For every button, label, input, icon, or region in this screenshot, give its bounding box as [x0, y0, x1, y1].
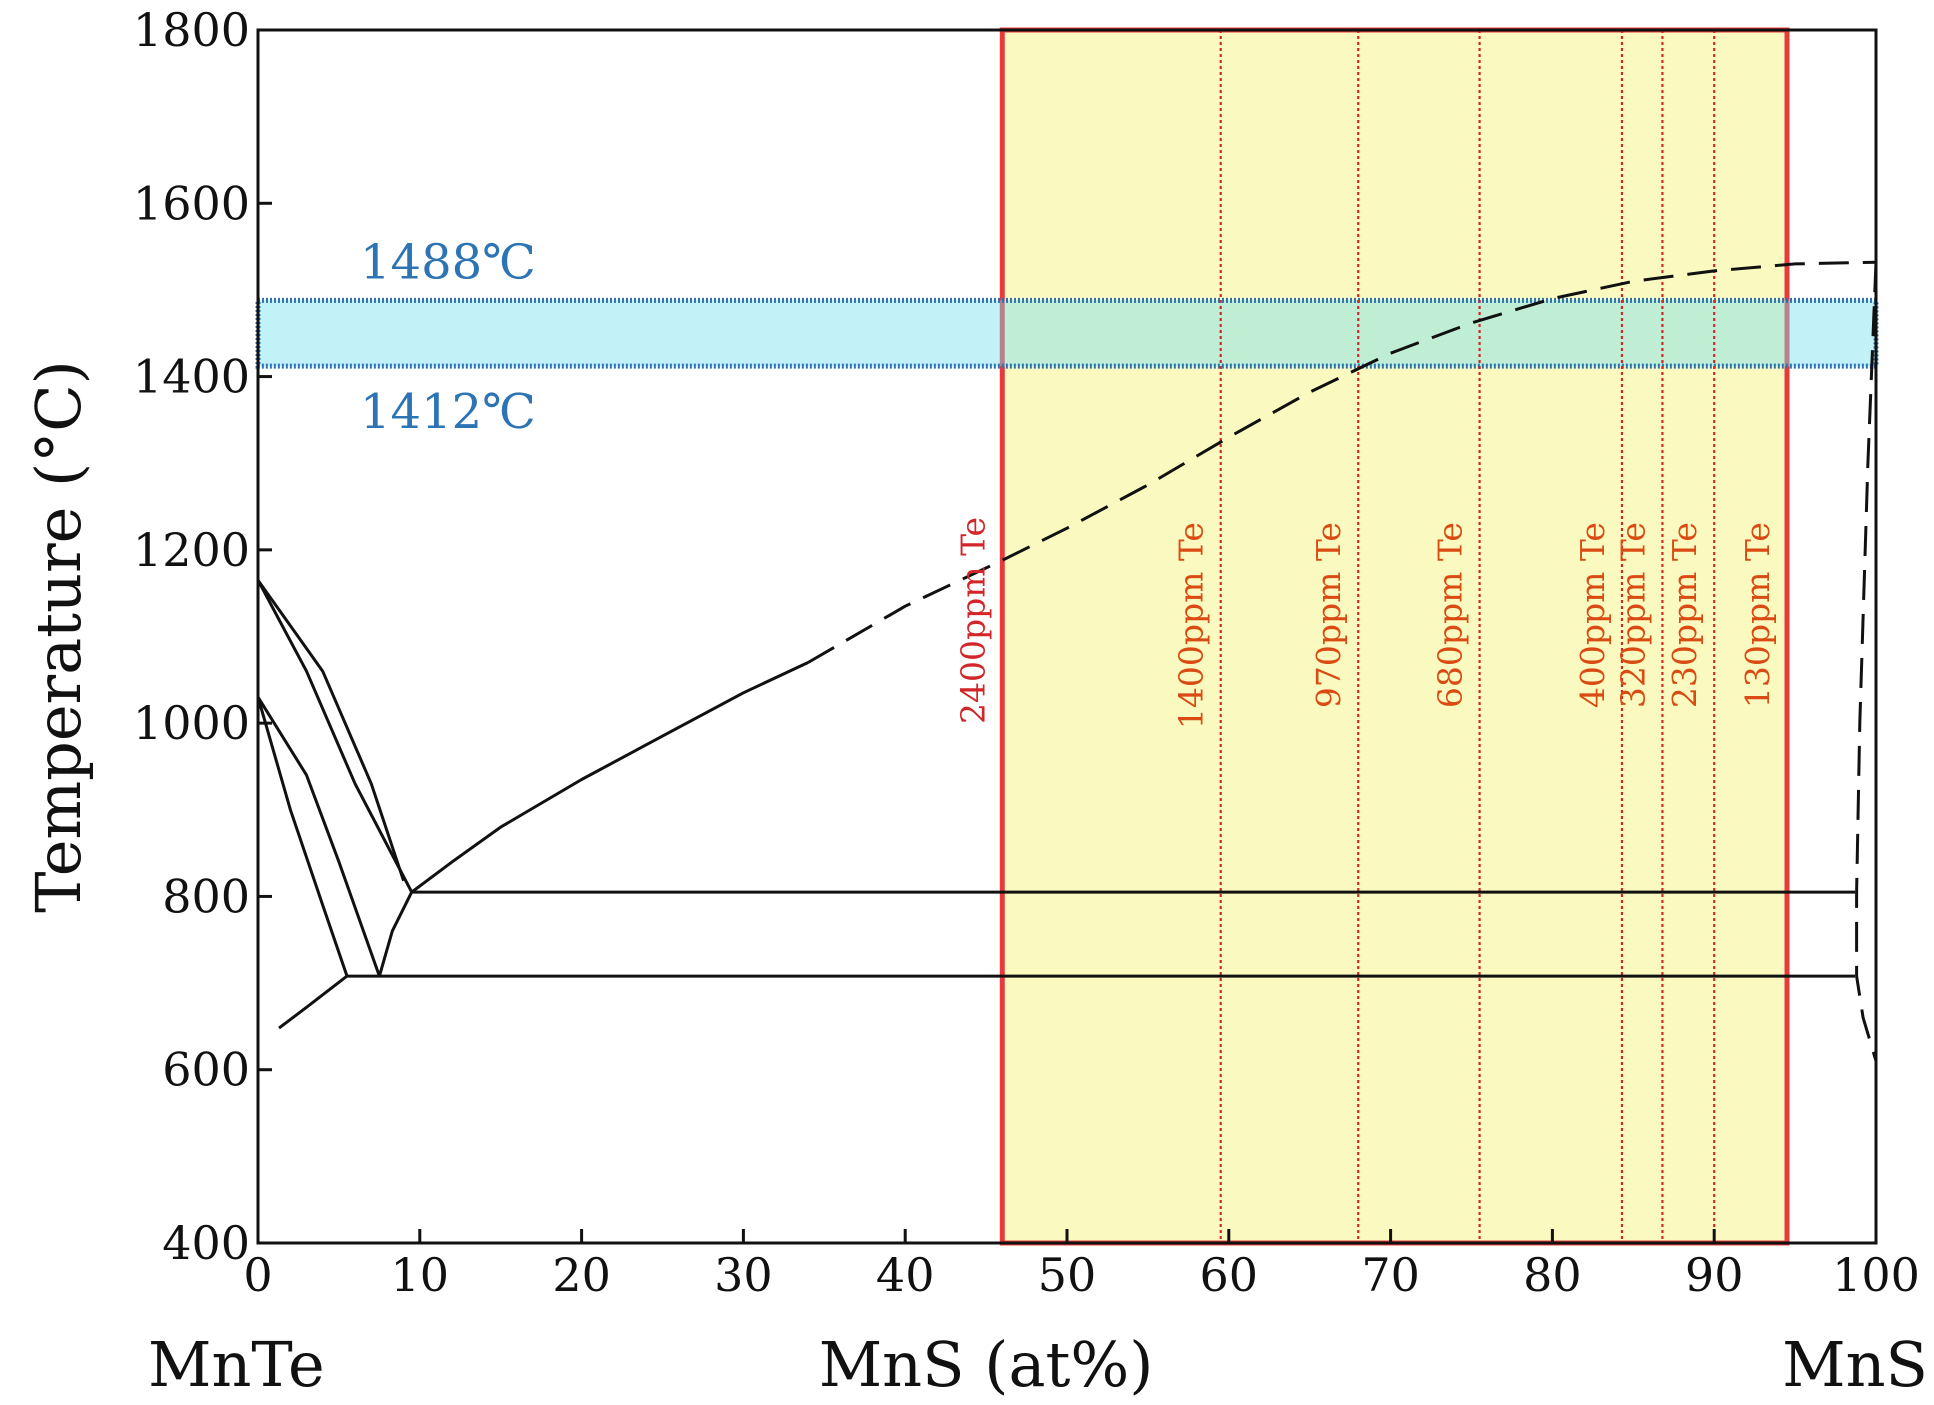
- series-line: [256, 696, 349, 977]
- x-tick-label: 50: [1038, 1248, 1097, 1302]
- x-tick-label: 80: [1523, 1248, 1582, 1302]
- band-upper-label: 1488℃: [360, 234, 536, 290]
- band-lower-label: 1412℃: [360, 384, 536, 440]
- series-line: [256, 579, 414, 893]
- x-tick-label: 60: [1200, 1248, 1259, 1302]
- series-line: [278, 974, 348, 1030]
- series-line: [410, 661, 809, 894]
- y-tick-label: 1200: [133, 523, 250, 577]
- y-tick-label: 800: [162, 869, 250, 923]
- y-tick-label: 600: [162, 1043, 250, 1097]
- x-tick-label: 0: [243, 1248, 272, 1302]
- temperature-band: [255, 297, 1879, 369]
- x-tick-label: 10: [391, 1248, 450, 1302]
- y-tick-label: 400: [162, 1216, 250, 1270]
- te-concentration-label: 2400ppm Te: [953, 517, 992, 724]
- series-line: [1855, 262, 1878, 1062]
- te-concentration-label: 970ppm Te: [1309, 522, 1348, 708]
- te-concentration-label: 230ppm Te: [1665, 522, 1704, 708]
- x-tick-label: 90: [1685, 1248, 1744, 1302]
- x-tick-label: 40: [876, 1248, 935, 1302]
- x-left-endmember-label: MnTe: [148, 1328, 325, 1401]
- y-axis-title: Temperature (°C): [22, 360, 95, 913]
- composition-highlight-region: [999, 27, 1790, 1246]
- te-concentration-label: 400ppm Te: [1573, 522, 1612, 708]
- y-tick-label: 1400: [133, 350, 250, 404]
- series-line: [256, 579, 406, 882]
- x-right-endmember-label: MnS: [1782, 1328, 1928, 1401]
- te-concentration-label: 680ppm Te: [1431, 522, 1470, 708]
- te-concentration-label: 320ppm Te: [1613, 522, 1652, 708]
- x-axis-title: MnS (at%): [819, 1328, 1154, 1401]
- x-tick-label: 20: [552, 1248, 611, 1302]
- series-line: [256, 696, 381, 977]
- x-tick-label: 30: [714, 1248, 773, 1302]
- te-concentration-label: 130ppm Te: [1738, 522, 1777, 708]
- series-line: [377, 891, 414, 977]
- series-line: [807, 260, 1877, 664]
- y-tick-label: 1000: [133, 696, 250, 750]
- te-concentration-label: 1400ppm Te: [1172, 522, 1211, 729]
- y-tick-label: 1800: [133, 3, 250, 57]
- x-tick-label: 100: [1832, 1248, 1920, 1302]
- x-tick-label: 70: [1361, 1248, 1420, 1302]
- y-tick-label: 1600: [133, 176, 250, 230]
